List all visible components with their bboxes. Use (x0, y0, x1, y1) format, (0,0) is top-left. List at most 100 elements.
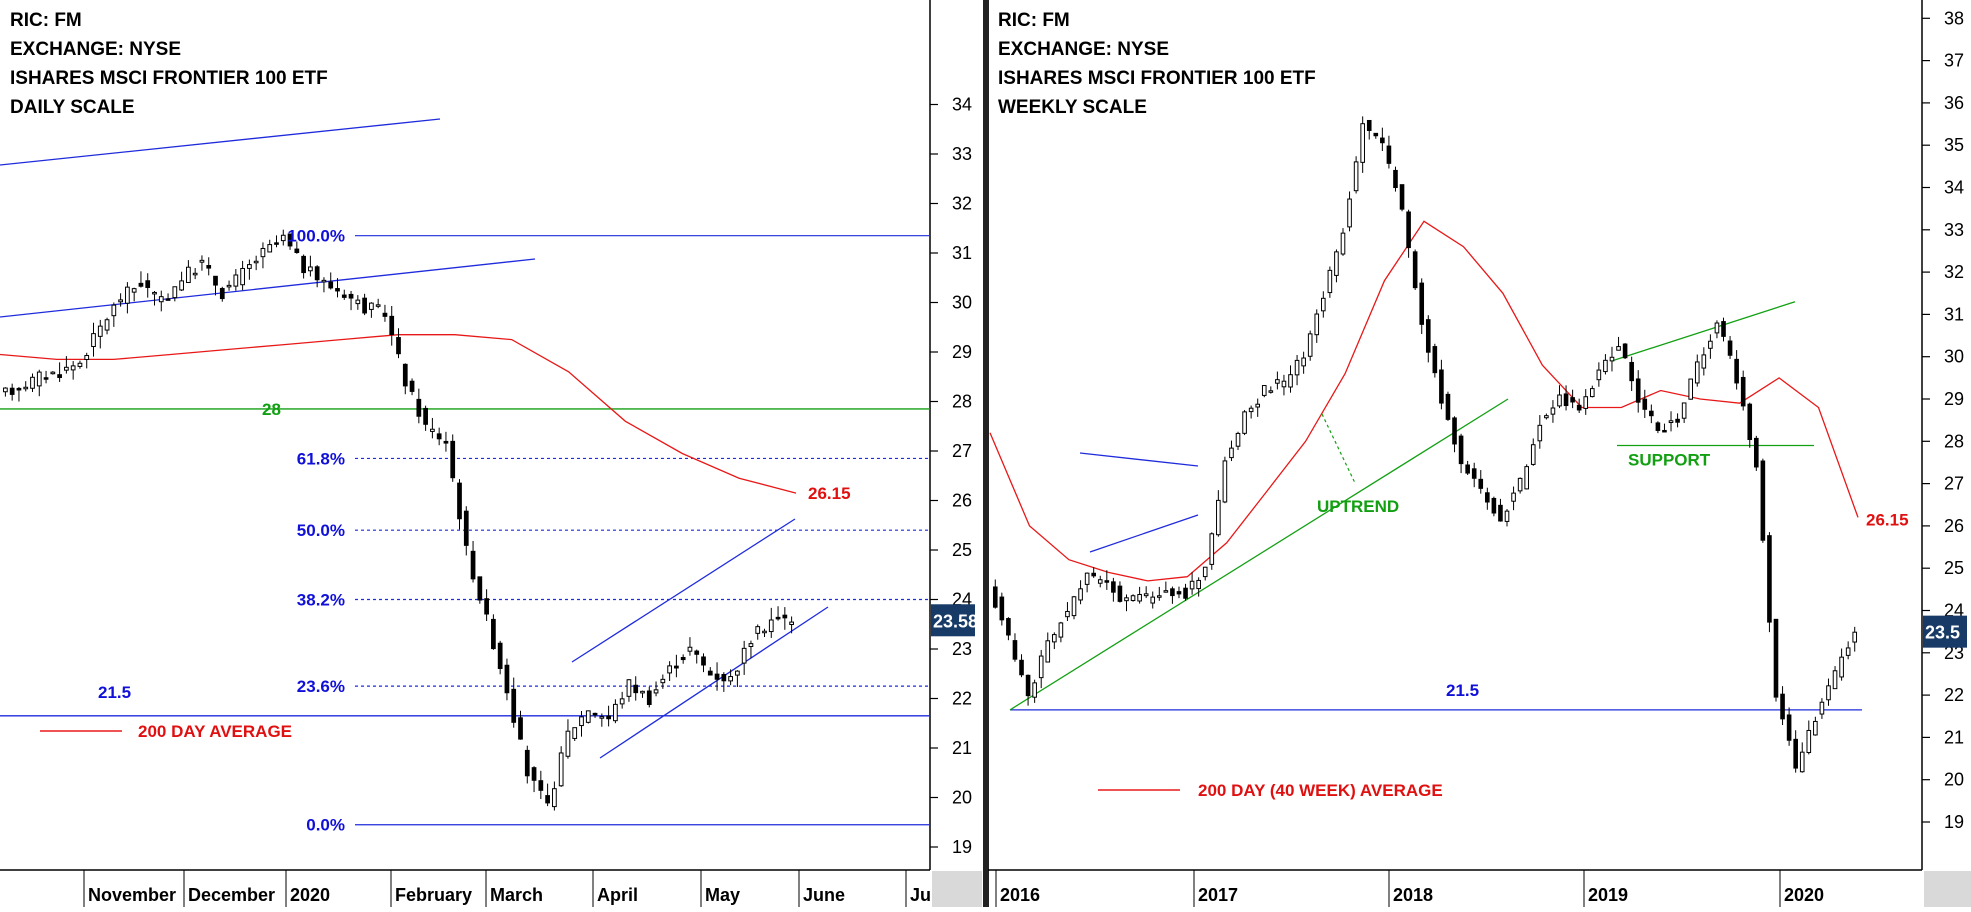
triangle-upper-line (1079, 452, 1199, 467)
weekly-candle-body (1045, 640, 1051, 663)
weekly-candle-body (1386, 145, 1392, 164)
daily-x-tick-label: April (597, 885, 638, 905)
weekly-candle-body (1511, 492, 1516, 502)
uptrend-label: UPTREND (1317, 497, 1399, 516)
daily-y-tick-label: 33 (952, 144, 972, 164)
rising-resistance-line (1611, 301, 1796, 362)
daily-y-tick-label: 30 (952, 293, 972, 313)
daily-candle-body (341, 294, 347, 298)
daily-candle-body (619, 698, 625, 705)
daily-candle-body (789, 621, 794, 625)
daily-candle-body (728, 676, 733, 682)
weekly-candle-body (1603, 359, 1608, 373)
weekly-candle-body (1609, 356, 1615, 362)
weekly-candle-body (1524, 466, 1529, 490)
weekly-21-5-label: 21.5 (1446, 681, 1479, 700)
weekly-candle-body (1642, 398, 1648, 410)
daily-candle-body (524, 749, 530, 777)
weekly-candle-body (1635, 378, 1641, 403)
daily-candle-body (206, 265, 212, 269)
weekly-candle-body (1688, 378, 1694, 400)
weekly-candle-body (1826, 685, 1831, 701)
weekly-candle-body (1012, 640, 1018, 660)
weekly-candle-body (1314, 313, 1320, 336)
daily-candle-body (158, 296, 164, 303)
weekly-last-price-badge (1923, 615, 1967, 648)
weekly-y-tick-label: 33 (1944, 220, 1964, 240)
weekly-candle-body (1714, 322, 1720, 334)
daily-candle-body (687, 646, 693, 652)
weekly-candle-body (1130, 595, 1136, 601)
daily-y-tick-label: 19 (952, 837, 972, 857)
moving-average-end-label: 26.15 (808, 484, 851, 503)
weekly-candle-body (1760, 460, 1766, 541)
weekly-candle-body (1550, 407, 1556, 415)
daily-candle-body (23, 386, 29, 390)
daily-candle-body (443, 440, 449, 444)
daily-y-tick-label: 25 (952, 540, 972, 560)
daily-candle-body (260, 247, 266, 258)
daily-candle-body (775, 616, 781, 620)
daily-candle-body (450, 440, 456, 479)
daily-candle-body (633, 684, 639, 694)
daily-candle-body (64, 366, 69, 371)
weekly-candle-body (1452, 417, 1457, 445)
daily-candle-body (518, 717, 523, 740)
weekly-candle-body (1084, 572, 1090, 585)
weekly-candle-body (1111, 581, 1116, 593)
weekly-candle-body (1334, 251, 1339, 276)
daily-candle-body (735, 670, 740, 676)
weekly-candle-body (1596, 369, 1602, 381)
daily-y-tick-label: 26 (952, 491, 972, 511)
weekly-candle-body (1209, 533, 1215, 565)
daily-y-tick-label: 34 (952, 95, 972, 115)
weekly-candle-body (999, 596, 1005, 621)
weekly-last-price-label: 23.5 (1925, 623, 1960, 643)
weekly-candle-body (1137, 593, 1142, 602)
weekly-candle-body (1353, 161, 1359, 192)
weekly-legend-label: 200 DAY (40 WEEK) AVERAGE (1198, 781, 1443, 800)
weekly-candle-body (1301, 357, 1306, 367)
daily-candle-body (470, 550, 476, 580)
weekly-candle-body (1767, 535, 1772, 623)
weekly-candle-body (1091, 572, 1096, 577)
weekly-candle-body (1124, 597, 1129, 602)
weekly-candle-body (1799, 751, 1805, 773)
weekly-candle-body (1117, 585, 1123, 602)
daily-candle-body (84, 355, 90, 361)
weekly-candle-body (1163, 590, 1169, 593)
weekly-candle-body (1255, 403, 1261, 408)
weekly-candle-body (1412, 251, 1418, 289)
daily-candle-body (97, 325, 103, 337)
daily-candle-body (389, 315, 395, 336)
weekly-candle-body (1819, 701, 1825, 715)
daily-candle-body (233, 274, 239, 287)
daily-candle-body (626, 679, 632, 697)
daily-candle-body (118, 299, 123, 303)
weekly-candle-body (992, 586, 998, 608)
daily-x-tick-label: May (705, 885, 740, 905)
triangle-lower-line (1089, 514, 1199, 553)
weekly-candle-body (1150, 596, 1156, 604)
daily-candle-body (592, 712, 598, 716)
daily-candle-body (491, 618, 496, 650)
daily-candle-body (314, 266, 320, 281)
daily-candle-body (416, 398, 422, 417)
weekly-candle-body (1288, 374, 1293, 388)
weekly-candle-body (1189, 580, 1195, 590)
daily-candle-body (145, 280, 151, 288)
daily-candle-body (782, 614, 788, 619)
daily-candle-body (768, 619, 774, 633)
weekly-candle-body (1445, 393, 1451, 420)
weekly-candle-body (1570, 397, 1575, 403)
fib-level-label: 38.2% (297, 591, 345, 610)
daily-y-tick-label: 21 (952, 738, 972, 758)
weekly-y-tick-label: 22 (1944, 685, 1964, 705)
weekly-y-tick-label: 23 (1944, 643, 1964, 663)
daily-candle-body (497, 642, 503, 669)
daily-candle-body (240, 267, 245, 286)
weekly-candle-body (1321, 297, 1326, 312)
daily-candle-body (369, 302, 374, 310)
weekly-candle-body (1786, 714, 1792, 741)
